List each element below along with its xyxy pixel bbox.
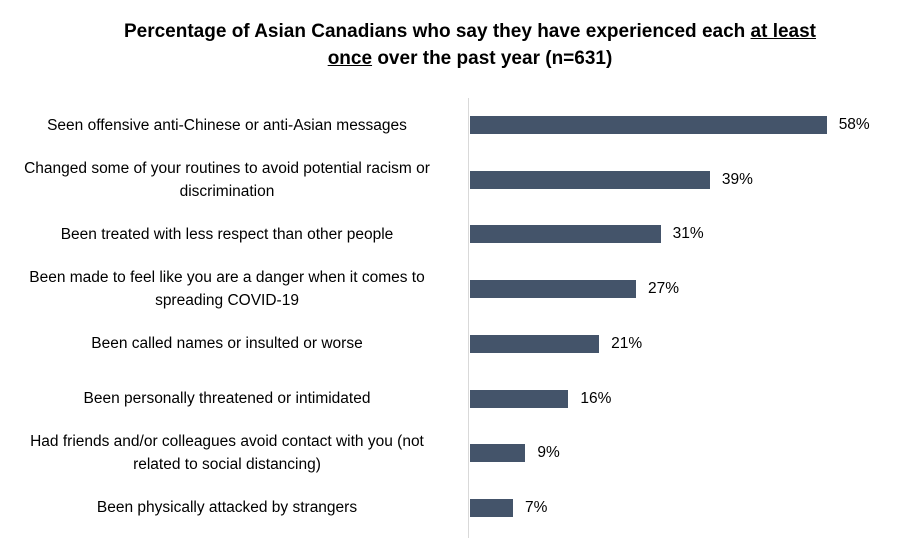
category-label: Seen offensive anti-Chinese or anti-Asia…: [47, 116, 407, 134]
data-label: 9%: [537, 444, 560, 462]
data-label: 31%: [672, 225, 704, 243]
data-label: 7%: [525, 498, 548, 516]
data-label: 58%: [838, 116, 870, 133]
bar: [470, 498, 514, 517]
bar: [470, 334, 600, 353]
bar: [470, 444, 526, 463]
bar: [470, 225, 661, 244]
bar: [470, 116, 827, 134]
title-underlined-1: at least: [750, 21, 817, 42]
category-label: Been personally threatened or intimidate…: [83, 390, 371, 407]
category-label: Had friends and/or colleagues avoid cont…: [30, 433, 424, 474]
data-label: 21%: [611, 334, 643, 352]
title-part-2: over the past year (n=631): [372, 48, 613, 69]
category-label: Changed some of your routines to avoid p…: [24, 159, 430, 200]
data-label: 39%: [721, 170, 753, 188]
bar: [470, 280, 637, 299]
category-label: Been physically attacked by strangers: [96, 499, 358, 517]
title-underlined-2: once: [327, 48, 373, 69]
category-label: Been called names or insulted or worse: [91, 335, 363, 353]
data-label: 16%: [580, 389, 612, 407]
title-part-1: Percentage of Asian Canadians who say th…: [123, 21, 751, 42]
bar: [470, 170, 710, 189]
category-label: Been treated with less respect than othe…: [60, 225, 394, 243]
category-label: Been made to feel like you are a danger …: [29, 269, 425, 310]
bar: [470, 389, 569, 408]
category-axis-line: [468, 98, 469, 538]
data-label: 27%: [648, 280, 680, 298]
chart-title: Percentage of Asian Canadians who say th…: [60, 18, 880, 72]
